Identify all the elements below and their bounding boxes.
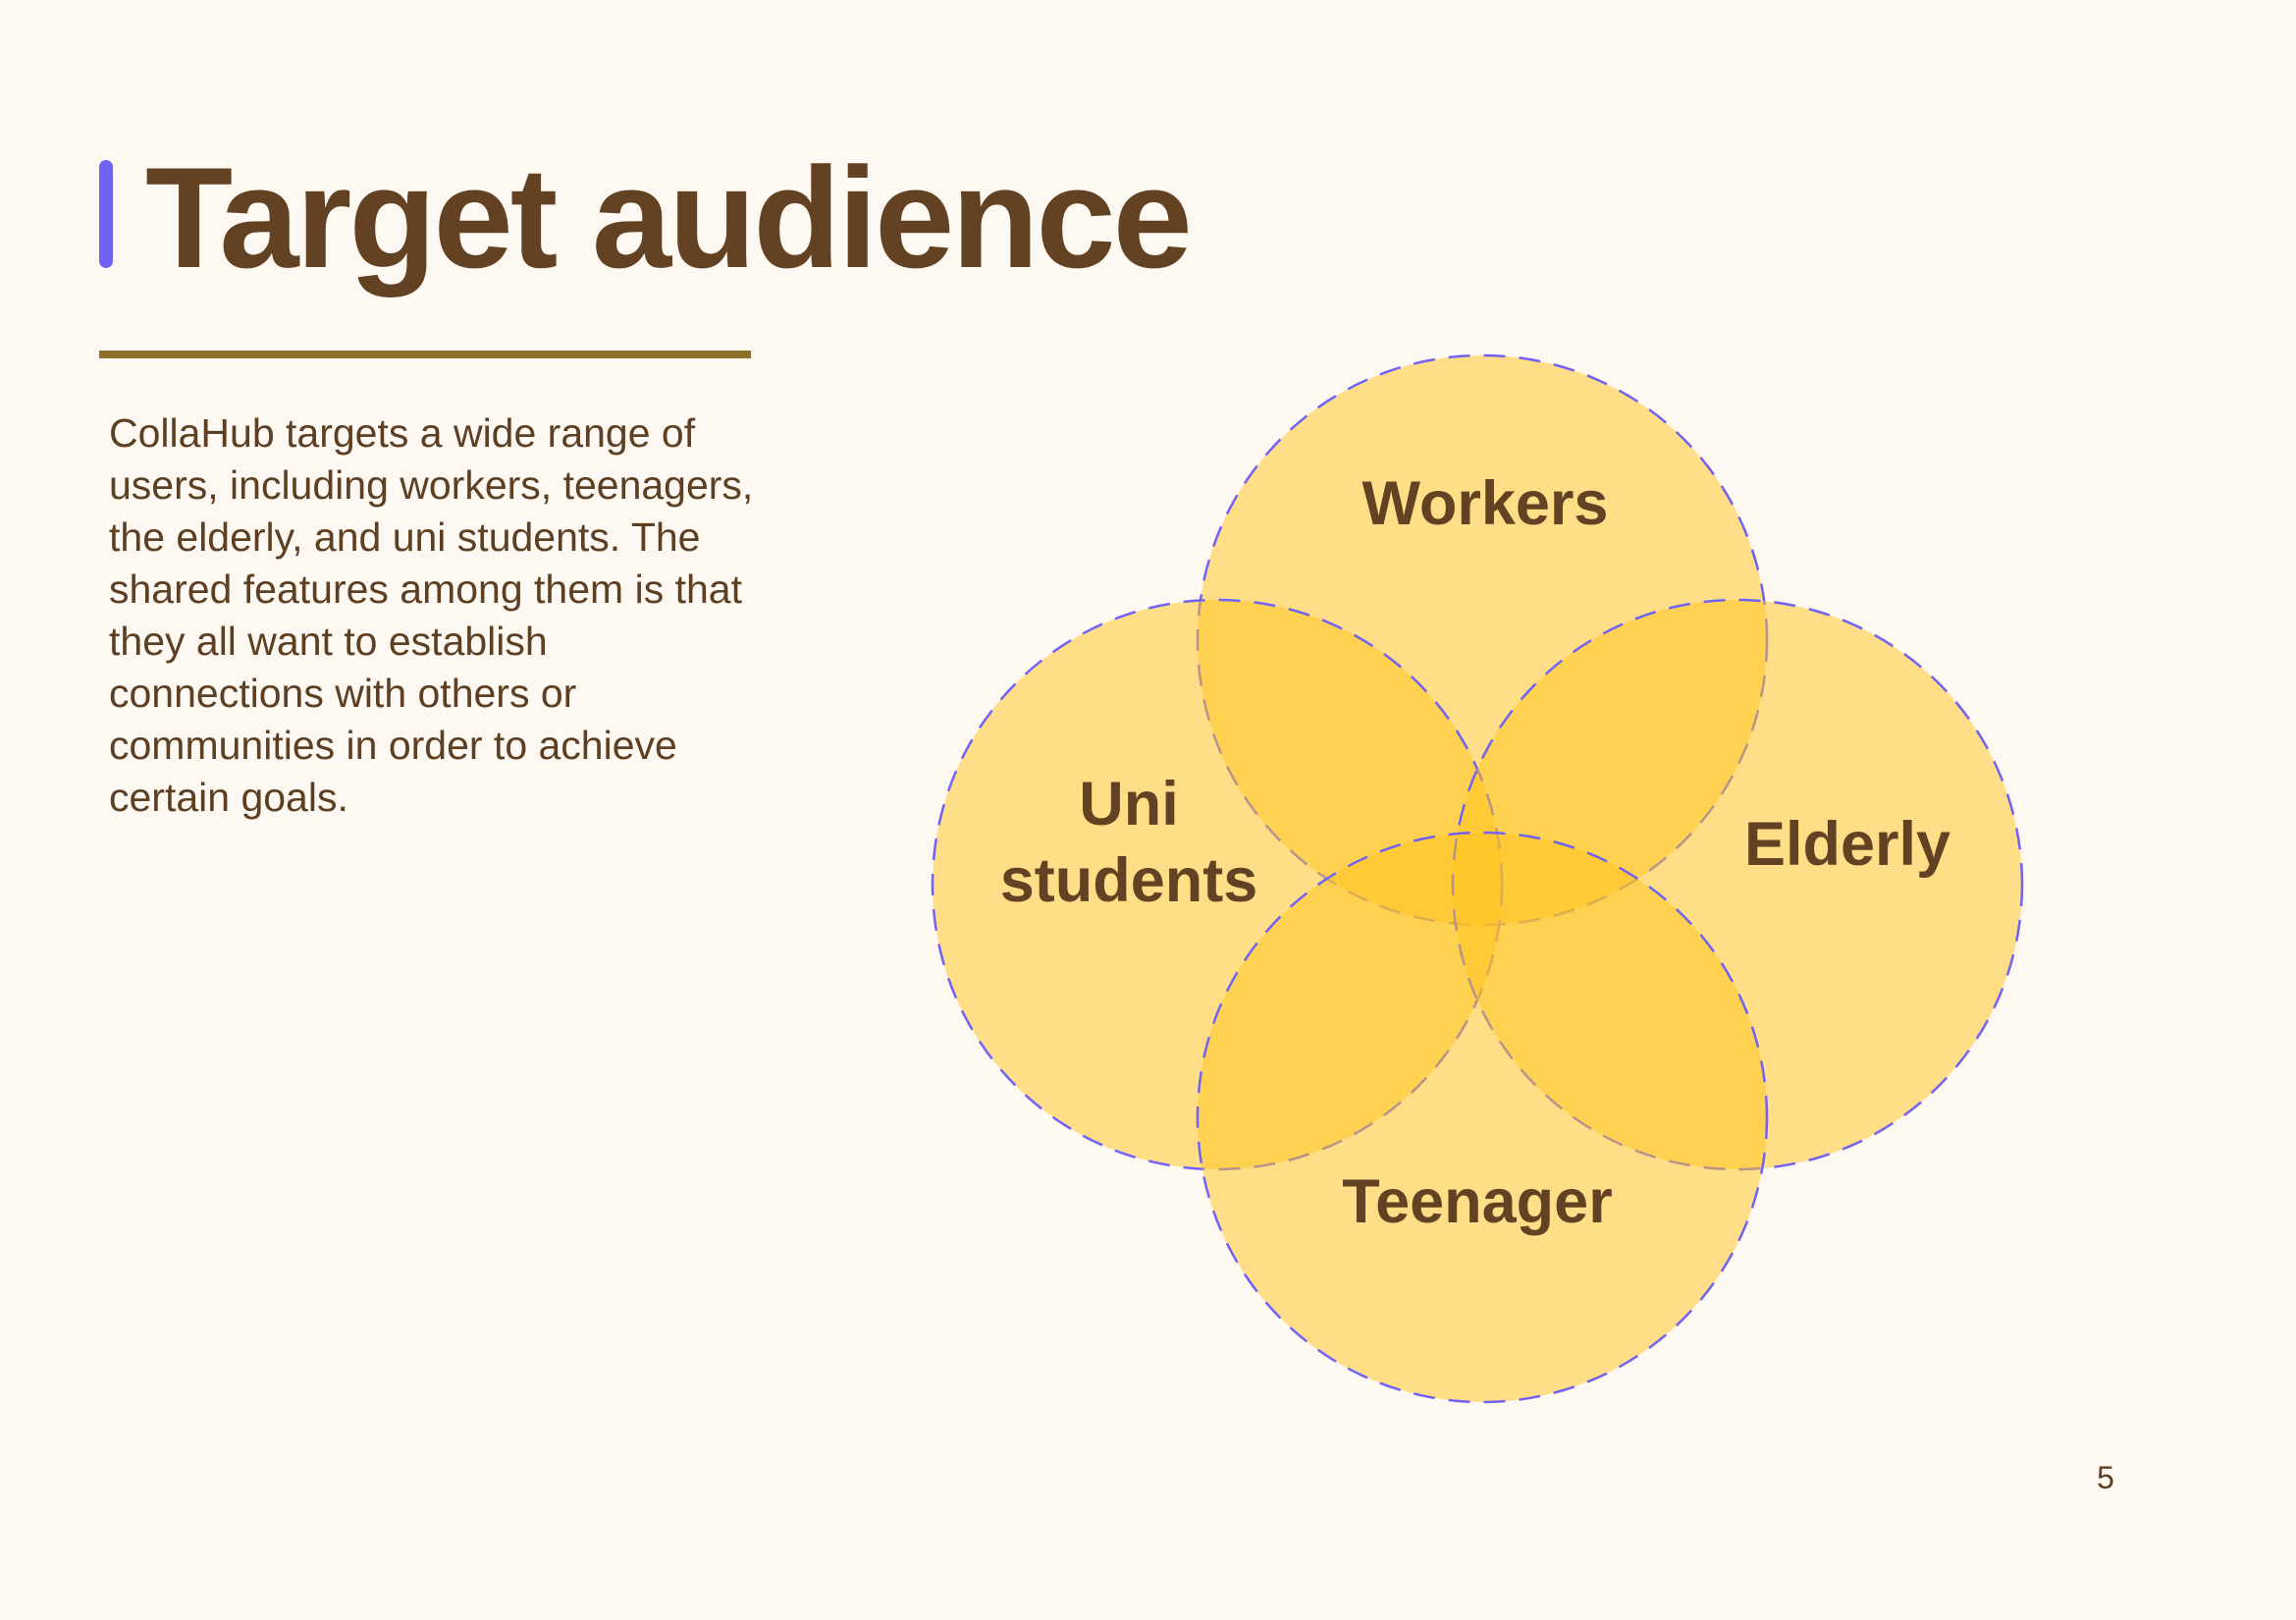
venn-circle-teenager	[1196, 831, 1769, 1404]
venn-labels: Workers Uni students Elderly Teenager	[1000, 469, 1950, 1236]
label-teenager: Teenager	[1342, 1167, 1612, 1236]
title-accent-bar	[99, 160, 113, 268]
venn-circles	[931, 353, 2024, 1404]
label-uni-students-line-2: students	[1000, 846, 1258, 915]
label-uni-students-line-1: Uni	[1079, 770, 1178, 838]
venn-diagram: Workers Uni students Elderly Teenager	[931, 353, 2024, 1404]
label-workers: Workers	[1362, 469, 1609, 538]
label-elderly: Elderly	[1744, 810, 1950, 879]
title-underline	[99, 351, 751, 358]
page-number: 5	[2097, 1460, 2114, 1495]
slide-title: Target audience	[145, 137, 1193, 297]
description-paragraph: CollaHub targets a wide range of users, …	[109, 410, 754, 820]
